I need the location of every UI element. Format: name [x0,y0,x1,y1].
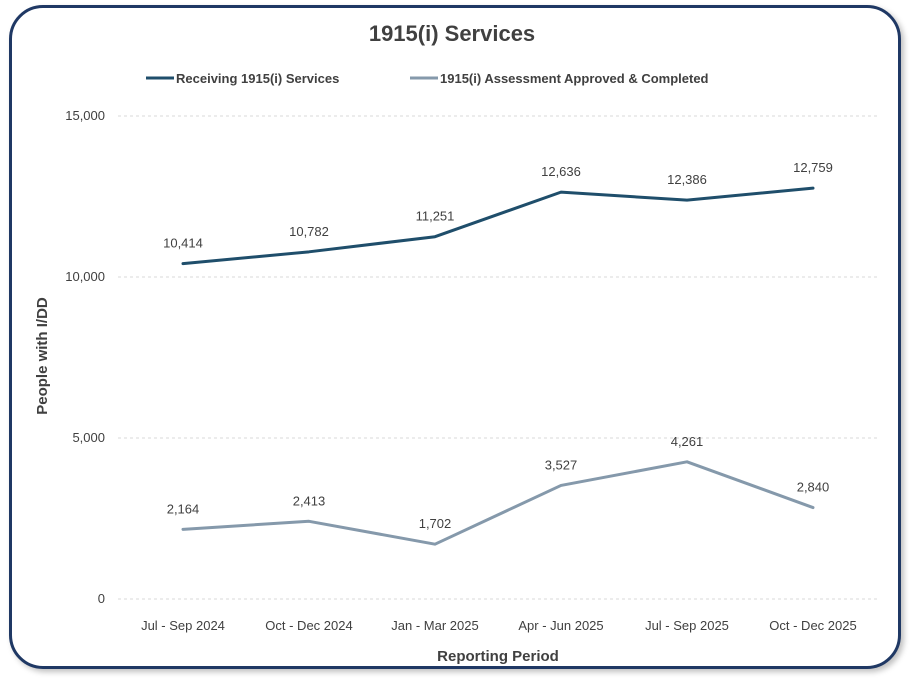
data-label: 2,164 [167,501,200,516]
data-label: 2,840 [797,480,830,495]
data-labels: 10,414 10,782 11,251 12,636 12,386 12,759 2,16… [163,160,833,531]
y-axis-title: People with I/DD [34,297,51,415]
gridlines [118,115,880,600]
data-label: 11,251 [416,209,455,224]
x-tick-label: Apr - Jun 2025 [518,618,603,633]
legend: Receiving 1915(i) Services 1915(i) Asses… [146,71,709,86]
data-label: 4,261 [671,434,704,449]
y-axis-ticks: 0 5,000 10,000 15,000 [65,108,105,606]
series-lines [181,186,815,546]
data-label: 1,702 [419,516,452,531]
x-axis-ticks: Jul - Sep 2024 Oct - Dec 2024 Jan - Mar 20… [141,618,857,633]
data-label: 12,759 [793,160,833,175]
legend-label-assessment: 1915(i) Assessment Approved & Completed [440,71,709,86]
data-label: 2,413 [293,493,326,508]
series-line-1 [181,460,815,546]
y-tick-label: 10,000 [65,269,105,284]
data-label: 12,636 [541,164,581,179]
data-label: 10,414 [163,236,203,251]
x-tick-label: Jul - Sep 2024 [141,618,225,633]
y-tick-label: 15,000 [65,108,105,123]
x-tick-label: Oct - Dec 2024 [265,618,352,633]
x-tick-label: Jan - Mar 2025 [391,618,478,633]
series-line-0 [181,186,815,266]
data-label: 10,782 [289,224,329,239]
x-tick-label: Oct - Dec 2025 [769,618,856,633]
x-axis-title: Reporting Period [437,648,559,665]
y-tick-label: 5,000 [72,430,105,445]
legend-label-receiving: Receiving 1915(i) Services [176,71,339,86]
y-tick-label: 0 [98,591,105,606]
x-tick-label: Jul - Sep 2025 [645,618,729,633]
chart-title: 1915(i) Services [369,21,535,46]
data-label: 12,386 [667,172,707,187]
data-label: 3,527 [545,457,578,472]
